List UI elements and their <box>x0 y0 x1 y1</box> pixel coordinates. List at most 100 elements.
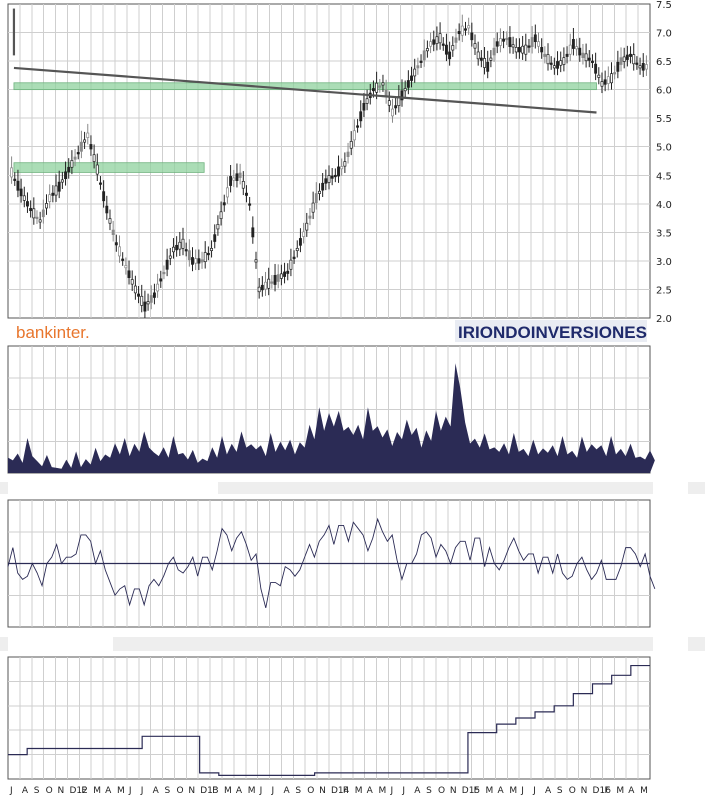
x-tick-label: D13 <box>200 786 218 796</box>
candle-body <box>324 178 328 184</box>
candle-body <box>308 215 312 219</box>
candle-body <box>603 79 607 85</box>
candle-body <box>48 194 52 202</box>
candle-body <box>622 56 626 62</box>
candle-body <box>295 247 299 251</box>
candle-body <box>591 60 594 63</box>
x-tick-label: O <box>46 786 53 796</box>
x-tick-label: A <box>236 786 243 796</box>
candle-body <box>549 62 553 65</box>
candle-body <box>143 301 147 312</box>
candle-body <box>616 61 620 72</box>
step-panel <box>7 656 651 780</box>
candle-body <box>619 57 623 65</box>
candle-body <box>340 166 344 170</box>
candle-body <box>597 74 601 78</box>
candle-body <box>298 238 302 246</box>
candle-body <box>172 246 175 253</box>
x-tick-label: N <box>581 786 588 796</box>
candle-body <box>476 51 480 60</box>
candle-body <box>492 47 496 56</box>
trendline <box>13 66 597 114</box>
candle-body <box>629 53 632 57</box>
candle-body <box>444 44 448 55</box>
candle-body <box>584 53 588 62</box>
candle-body <box>57 181 61 192</box>
candle-body <box>32 208 36 219</box>
candle-body <box>505 37 509 41</box>
separator-1b <box>688 482 705 494</box>
separator-2c <box>0 637 8 651</box>
candle-body <box>238 172 242 178</box>
x-tick-label: D12 <box>69 786 87 796</box>
x-tick-label: M <box>117 786 125 796</box>
candle-body <box>264 281 267 290</box>
candle-body <box>371 88 375 92</box>
candle-body <box>197 258 201 264</box>
candle-body <box>311 202 315 213</box>
y-tick-label: 7.5 <box>656 0 672 11</box>
candle-body <box>146 301 150 305</box>
candle-body <box>22 195 26 201</box>
candle-body <box>29 208 33 212</box>
candle-body <box>175 244 179 251</box>
x-tick-label: S <box>426 786 432 796</box>
candle-body <box>67 166 71 173</box>
candle-body <box>241 181 245 189</box>
bankinter-logo: bankinter. <box>16 323 90 342</box>
candle-body <box>479 57 483 61</box>
x-tick-label: F <box>81 786 86 796</box>
x-tick-label: S <box>295 786 301 796</box>
candle-body <box>540 47 544 53</box>
candle-body <box>270 281 274 284</box>
candle-body <box>127 270 131 279</box>
candle-body <box>343 161 347 167</box>
x-tick-label: J <box>532 786 536 796</box>
candle-body <box>578 47 582 56</box>
candle-body <box>292 256 296 259</box>
candle-body <box>514 47 518 53</box>
candle-body <box>283 271 287 277</box>
candle-body <box>435 36 439 44</box>
candle-body <box>429 41 433 47</box>
candle-body <box>632 54 636 65</box>
oscillator-panel <box>7 499 656 628</box>
candle-body <box>254 259 258 263</box>
candle-body <box>391 108 394 117</box>
candle-body <box>432 39 436 45</box>
candle-body <box>279 273 283 279</box>
candle-body <box>495 41 499 47</box>
y-tick-label: 2.0 <box>656 314 672 325</box>
candle-body <box>83 139 87 143</box>
candle-body <box>641 63 645 71</box>
candle-body <box>130 279 134 285</box>
y-tick-label: 3.0 <box>656 257 672 268</box>
candle-body <box>403 88 407 92</box>
x-tick-label: D14 <box>331 786 350 796</box>
candle-body <box>638 65 642 69</box>
candle-body <box>413 68 417 77</box>
y-tick-label: 7.0 <box>656 29 672 40</box>
candle-body <box>365 98 369 104</box>
candle-body <box>448 51 452 60</box>
candle-body <box>575 46 579 50</box>
candle-body <box>152 292 156 298</box>
candle-body <box>464 28 467 31</box>
candle-body <box>498 38 502 46</box>
candle-body <box>159 278 163 282</box>
candle-body <box>260 284 264 291</box>
candle-body <box>359 111 363 122</box>
x-tick-label: O <box>438 786 445 796</box>
candle-body <box>206 252 210 256</box>
y-tick-label: 6.0 <box>656 86 672 97</box>
separator-2b <box>688 637 705 651</box>
x-tick-label: M <box>355 786 363 796</box>
support-zone <box>13 82 597 91</box>
candle-body <box>267 278 271 289</box>
step-line <box>8 664 650 776</box>
candle-body <box>26 201 29 207</box>
candle-body <box>124 265 128 269</box>
candle-body <box>210 247 214 251</box>
candle-body <box>200 259 204 263</box>
candle-body <box>375 82 379 93</box>
